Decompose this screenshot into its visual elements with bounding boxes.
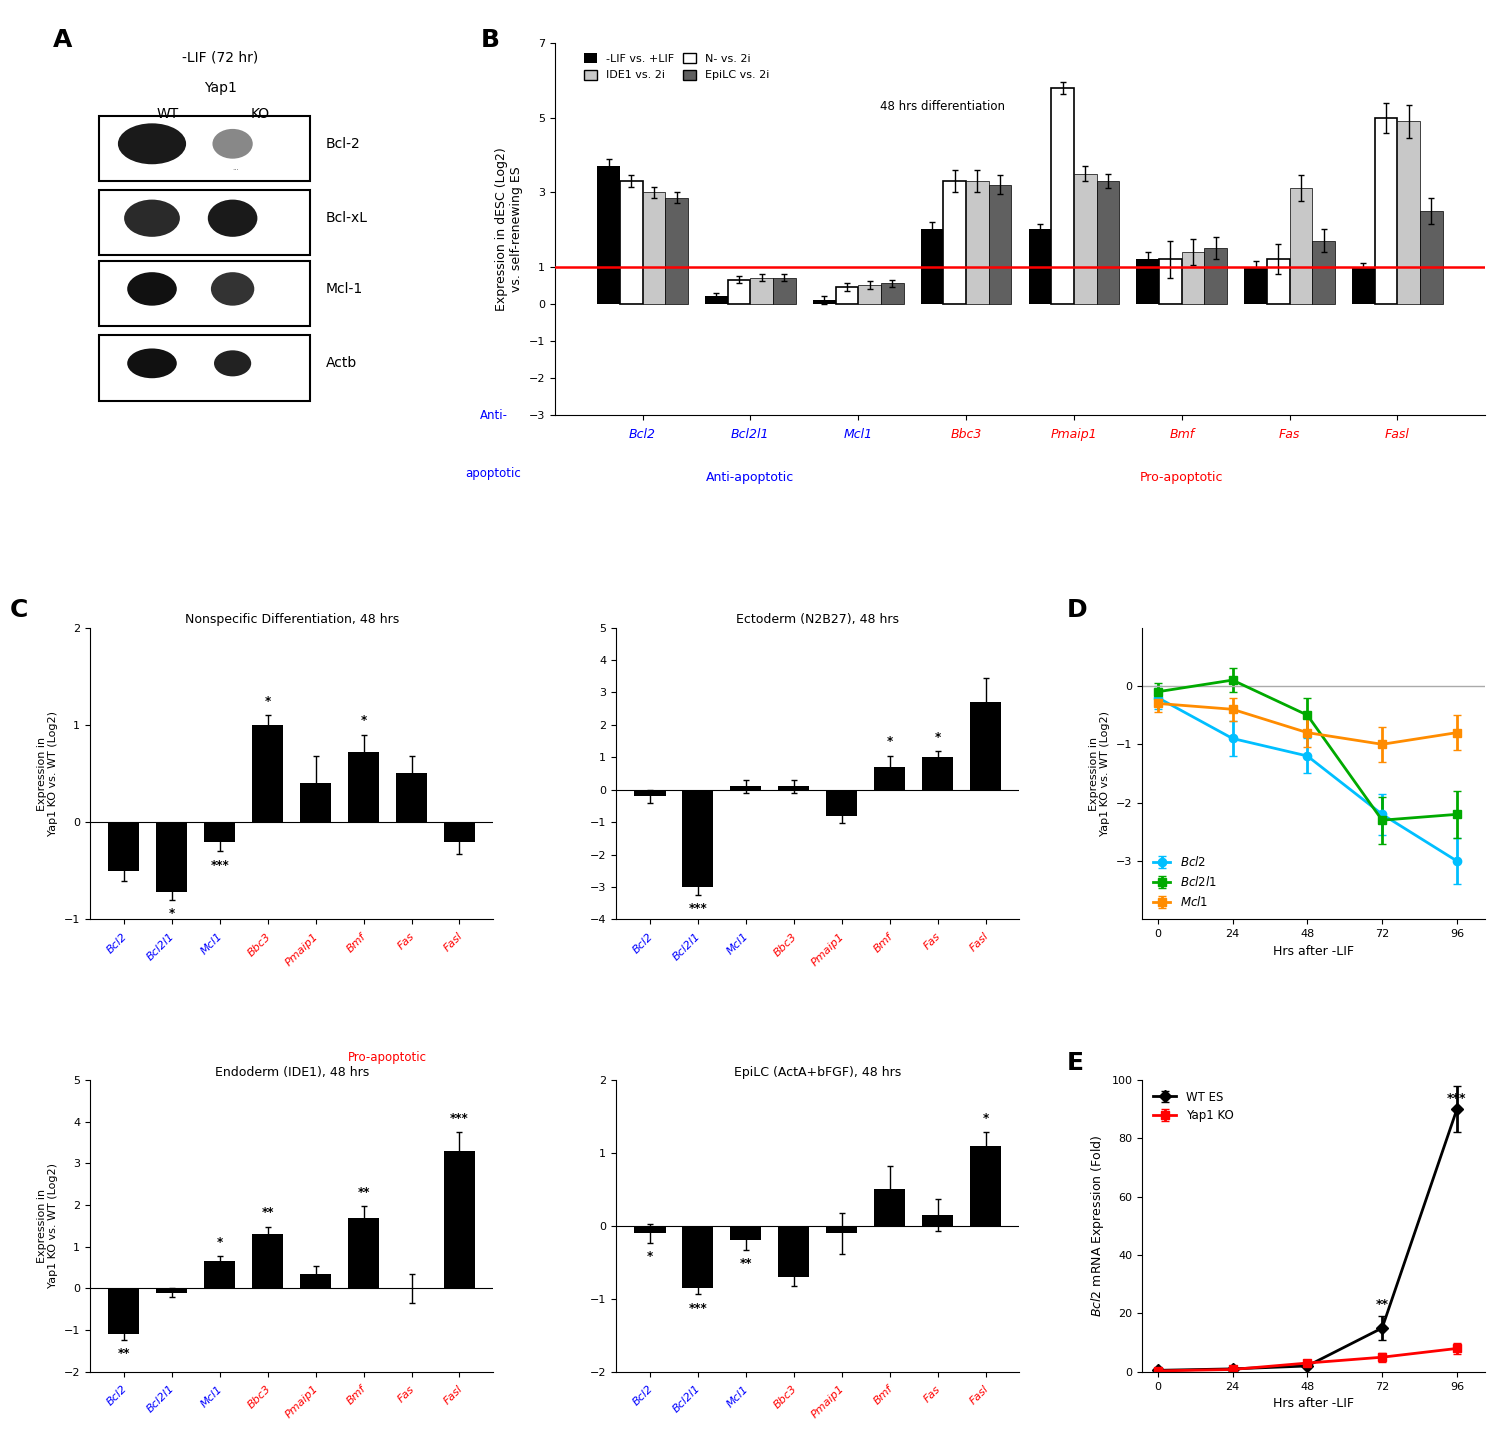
Bar: [597, 166, 619, 303]
Text: Mcl1: Mcl1: [200, 931, 225, 956]
Bar: [620, 180, 642, 303]
Y-axis label: $\it{Bcl2}$ mRNA Expression (Fold): $\it{Bcl2}$ mRNA Expression (Fold): [1089, 1135, 1106, 1317]
Text: apoptotic: apoptotic: [465, 466, 522, 479]
Bar: [1268, 258, 1290, 303]
Bar: [1376, 118, 1398, 303]
Text: Bcl2: Bcl2: [630, 931, 656, 954]
Bar: [778, 787, 810, 790]
Text: ***: ***: [450, 1112, 470, 1125]
Y-axis label: Expression in
Yap1 KO vs. WT (Log2): Expression in Yap1 KO vs. WT (Log2): [1089, 710, 1110, 836]
Text: -LIF (72 hr): -LIF (72 hr): [182, 51, 258, 65]
Bar: [396, 774, 427, 822]
Bar: [836, 287, 858, 303]
Y-axis label: Expression in dESC (Log2)
vs. self-renewing ES: Expression in dESC (Log2) vs. self-renew…: [495, 147, 524, 312]
Text: Pmaip1: Pmaip1: [810, 1383, 846, 1419]
Text: Pmaip1: Pmaip1: [284, 931, 321, 967]
Text: Fas: Fas: [922, 931, 942, 952]
Bar: [874, 767, 904, 790]
Y-axis label: Expression in
Yap1 KO vs. WT (Log2): Expression in Yap1 KO vs. WT (Log2): [36, 1164, 58, 1288]
Text: ***: ***: [210, 859, 230, 872]
Bar: [944, 180, 966, 303]
Bar: [1052, 88, 1074, 303]
Bar: [1420, 211, 1443, 303]
Text: Pro-apoptotic: Pro-apoptotic: [348, 1051, 427, 1064]
Bar: [348, 752, 380, 822]
Bar: [634, 1226, 666, 1233]
Text: Bbc3: Bbc3: [771, 1383, 798, 1411]
Text: Bcl2l1: Bcl2l1: [672, 1383, 702, 1415]
Legend: WT ES, Yap1 KO: WT ES, Yap1 KO: [1148, 1086, 1239, 1128]
Bar: [1182, 251, 1204, 303]
Legend: -LIF vs. +LIF, IDE1 vs. 2i, N- vs. 2i, EpiLC vs. 2i: -LIF vs. +LIF, IDE1 vs. 2i, N- vs. 2i, E…: [579, 49, 774, 85]
Bar: [966, 180, 988, 303]
Title: Endoderm (IDE1), 48 hrs: Endoderm (IDE1), 48 hrs: [214, 1066, 369, 1079]
Text: Fasl: Fasl: [968, 1383, 990, 1406]
Text: *: *: [216, 1236, 223, 1249]
Ellipse shape: [124, 199, 180, 237]
Text: ***: ***: [688, 902, 708, 915]
Bar: [772, 277, 795, 303]
Text: Fas: Fas: [396, 1383, 417, 1404]
Text: Bcl2: Bcl2: [105, 1383, 129, 1408]
Text: D: D: [1066, 598, 1088, 622]
Bar: [348, 1217, 380, 1288]
Bar: [99, 335, 310, 400]
Bar: [252, 1235, 284, 1288]
Bar: [1352, 267, 1376, 303]
Text: Mcl1: Mcl1: [724, 1383, 750, 1409]
Text: Bmf: Bmf: [871, 931, 894, 954]
Bar: [300, 1274, 332, 1288]
Text: WT: WT: [156, 107, 178, 121]
Text: Bcl2l1: Bcl2l1: [730, 429, 770, 442]
Text: *: *: [646, 1251, 652, 1264]
Bar: [634, 790, 666, 796]
Bar: [1160, 258, 1182, 303]
Text: A: A: [53, 29, 72, 52]
Text: Fasl: Fasl: [1384, 429, 1410, 442]
Bar: [664, 198, 688, 303]
Text: Anti-apoptotic: Anti-apoptotic: [706, 471, 795, 484]
Bar: [970, 1145, 1000, 1226]
Bar: [204, 822, 236, 842]
Bar: [642, 192, 664, 303]
Bar: [1137, 258, 1160, 303]
Text: Bmf: Bmf: [345, 1383, 369, 1406]
Legend: $\it{Bcl2}$, $\it{Bcl2l1}$, $\it{Mcl1}$: $\it{Bcl2}$, $\it{Bcl2l1}$, $\it{Mcl1}$: [1148, 851, 1221, 914]
Text: Bcl-2: Bcl-2: [326, 137, 360, 150]
Bar: [99, 116, 310, 180]
Bar: [728, 280, 750, 303]
Bar: [1204, 248, 1227, 303]
Text: ...: ...: [232, 165, 238, 170]
Text: *: *: [360, 715, 366, 728]
Bar: [99, 191, 310, 256]
Ellipse shape: [118, 123, 186, 165]
Text: Mcl-1: Mcl-1: [326, 282, 363, 296]
Text: **: **: [1376, 1298, 1389, 1311]
Text: Fas: Fas: [1280, 429, 1300, 442]
Bar: [730, 787, 762, 790]
Bar: [252, 725, 284, 822]
Bar: [1312, 241, 1335, 303]
Text: Bcl2l1: Bcl2l1: [146, 1383, 177, 1415]
Text: **: **: [357, 1186, 370, 1199]
Text: *: *: [886, 735, 892, 748]
Bar: [1096, 180, 1119, 303]
Bar: [682, 1226, 714, 1288]
Y-axis label: Expression in
Yap1 KO vs. WT (Log2): Expression in Yap1 KO vs. WT (Log2): [36, 710, 58, 836]
Text: Bmf: Bmf: [871, 1383, 894, 1406]
Bar: [156, 822, 188, 892]
Text: Fas: Fas: [396, 931, 417, 952]
Bar: [827, 1226, 858, 1233]
Text: **: **: [117, 1347, 130, 1360]
Text: *: *: [168, 907, 176, 920]
Bar: [827, 790, 858, 816]
Bar: [1245, 267, 1268, 303]
Bar: [108, 1288, 140, 1334]
Text: Bbc3: Bbc3: [771, 931, 798, 957]
Text: Pmaip1: Pmaip1: [810, 931, 846, 967]
Text: ***: ***: [688, 1301, 708, 1314]
Text: Bbc3: Bbc3: [951, 429, 982, 442]
Text: Bcl2: Bcl2: [105, 931, 129, 954]
Ellipse shape: [128, 271, 177, 306]
Text: Mcl1: Mcl1: [200, 1383, 225, 1409]
